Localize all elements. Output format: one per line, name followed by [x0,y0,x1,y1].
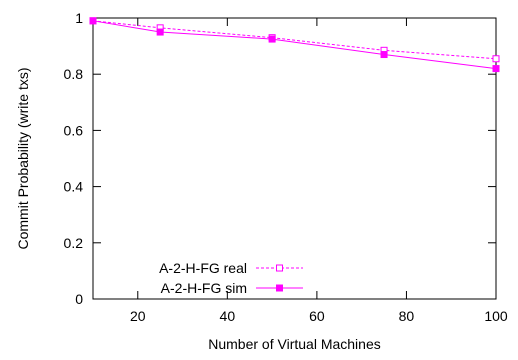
series-2 [89,17,500,73]
legend-item: A-2-H-FG sim [161,280,303,296]
data-point [492,65,500,73]
x-tick-label: 20 [130,308,146,324]
data-point [268,35,276,43]
data-point [380,51,388,59]
x-axis-ticks: 20 40 60 80 100 [130,18,508,324]
legend: A-2-H-FG real A-2-H-FG sim [159,260,303,296]
x-tick-label: 40 [220,308,236,324]
data-point [89,17,97,25]
data-point [492,55,500,63]
y-tick-label: 0 [75,291,83,307]
legend-label: A-2-H-FG sim [161,280,247,296]
legend-swatch-marker [276,284,283,292]
x-tick-label: 100 [484,308,508,324]
y-axis-label: Commit Probability (write txs) [15,67,31,249]
x-axis-label: Number of Virtual Machines [208,336,380,352]
y-tick-label: 0.6 [64,122,84,138]
data-point [156,28,164,36]
y-axis-ticks: 0 0.2 0.4 0.6 0.8 1 [64,10,496,307]
x-tick-label: 60 [309,308,325,324]
y-tick-label: 0.2 [64,235,84,251]
series-line [92,20,497,60]
series-layer [89,17,500,73]
legend-swatch-marker [276,264,283,272]
y-tick-label: 0.8 [64,66,84,82]
x-tick-label: 80 [399,308,415,324]
legend-item: A-2-H-FG real [159,260,303,276]
plot-border [92,17,497,300]
legend-label: A-2-H-FG real [159,260,247,276]
y-tick-label: 0.4 [64,179,84,195]
y-tick-label: 1 [75,10,83,26]
plot-frame [92,17,497,300]
